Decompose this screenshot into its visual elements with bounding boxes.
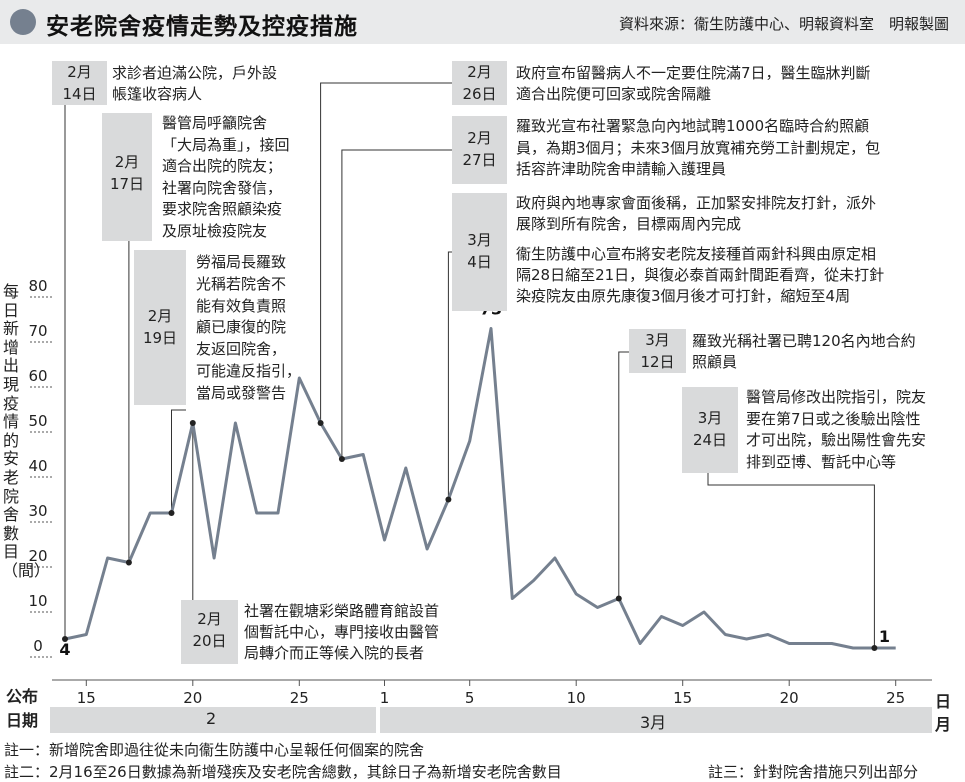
- series-line: [64, 327, 896, 650]
- month-label-mar: 3月: [640, 713, 667, 732]
- y-tick-label: 30: [28, 502, 47, 520]
- annotation-leader-line: [707, 473, 875, 648]
- annotation-date-mar24: 3月 24日: [682, 387, 738, 473]
- annotation-text-feb17: 醫管局呼籲院舍 「大局為重」，接回 適合出院的院友； 社署向院舍發信， 要求院舍…: [162, 114, 290, 240]
- annotation-marker: [62, 636, 68, 642]
- annotation-text-mar12: 羅致光稱社署已聘120名內地合約 照顧員: [692, 332, 916, 371]
- annotation-marker: [338, 456, 345, 462]
- annotation-text-mar4-b: 衞生防護中心宣布將安老院友接種首兩針科興由原定相 隔28日縮至21日，與復必泰首…: [516, 245, 885, 305]
- y-tick-label: 50: [28, 412, 47, 430]
- x-tick-label: 15: [673, 689, 692, 707]
- x-tick-label: 20: [780, 689, 799, 707]
- annotation-date-feb27: 2月 27日: [452, 116, 507, 184]
- y-tick-label: 80: [28, 277, 47, 295]
- annotation-date-mar4: 3月 4日: [452, 193, 507, 311]
- annotation-leader-line: [320, 82, 452, 423]
- annotation-marker: [871, 645, 878, 651]
- annotation-text-feb26: 政府宣布留醫病人不一定要住院滿7日，醫生臨牀判斷 適合出院便可回家或院舍隔離: [516, 64, 871, 103]
- y-tick-label: 20: [28, 547, 47, 565]
- x-right-caption-month: 月: [935, 715, 952, 734]
- data-label: 1: [879, 627, 890, 646]
- x-tick-label: 15: [77, 689, 96, 707]
- annotation-leader-line: [52, 82, 66, 639]
- x-caption-bottom: 日期: [6, 711, 39, 730]
- x-tick-label: 1: [380, 689, 390, 707]
- annotation-marker: [317, 420, 324, 426]
- annotation-date-feb14: 2月 14日: [52, 61, 107, 105]
- annotation-leader-line: [447, 251, 452, 500]
- annotation-marker: [125, 559, 132, 566]
- footnote-2: 註二：2月16至26日數據為新增殘疾及安老院舍總數，其餘日子為新增安老院舍數目: [4, 763, 562, 781]
- y-tick-label: 60: [28, 367, 47, 385]
- annotation-leader-line: [618, 351, 629, 599]
- x-tick-label: 25: [886, 689, 905, 707]
- x-tick-label: 5: [465, 689, 475, 707]
- month-bar-mar: [380, 707, 932, 733]
- annotation-marker: [189, 420, 196, 426]
- month-label-feb: 2: [206, 709, 217, 728]
- annotation-text-mar4-a: 政府與內地專家會面後稱，正加緊安排院友打針，派外 展隊到所有院舍，目標兩周內完成: [516, 194, 877, 233]
- source-credit: 資料來源：衞生防護中心、明報資料室 明報製圖: [618, 15, 949, 33]
- annotation-marker: [445, 496, 452, 503]
- x-tick-label: 25: [290, 689, 309, 707]
- y-tick-label: 0: [33, 637, 43, 655]
- header-bar: 安老院舍疫情走勢及控疫措施 資料來源：衞生防護中心、明報資料室 明報製圖: [0, 0, 965, 44]
- x-caption-top: 公布: [6, 687, 39, 706]
- footnote-3: 註三：針對院舍措施只列出部分: [708, 763, 919, 781]
- page-title: 安老院舍疫情走勢及控疫措施: [46, 13, 358, 40]
- y-tick-label: 10: [28, 592, 47, 610]
- annotation-date-mar12: 3月 12日: [629, 329, 686, 373]
- y-axis-label: 每日新增出現疫情的安老院舍數目（間）: [2, 282, 51, 580]
- y-tick-label: 70: [28, 322, 47, 340]
- annotation-date-feb19: 2月 19日: [134, 250, 186, 405]
- title-bullet-icon: [10, 9, 36, 35]
- annotation-marker: [615, 595, 622, 602]
- footnote-1: 註一：新增院舍即過往從未向衞生防護中心呈報任何個案的院舍: [4, 741, 425, 759]
- annotation-text-feb14: 求診者迫滿公院，戶外設 帳篷收容病人: [112, 64, 278, 103]
- month-bar-feb: [50, 707, 376, 733]
- data-label: 4: [59, 640, 70, 659]
- annotation-marker: [168, 510, 175, 516]
- annotation-text-feb20: 社署在觀塘彩榮路體育館設首 個暫託中心，專門接收由醫管 局轉介而正等候入院的長者: [244, 602, 440, 662]
- annotation-leader-line: [171, 409, 186, 513]
- y-tick-label: 40: [28, 457, 47, 475]
- annotation-text-feb19: 勞福局長羅致 光稱若院舍不 能有效負責照 顧已康復的院 友返回院舍， 可能違反指…: [196, 253, 302, 402]
- x-tick-label: 20: [183, 689, 202, 707]
- annotation-date-feb17: 2月 17日: [102, 113, 152, 241]
- x-right-caption-day: 日: [935, 692, 952, 711]
- annotation-leader-line: [341, 149, 452, 459]
- annotation-text-mar24: 醫管局修改出院指引，院友 要在第7日或之後驗出陰性 才可出院，驗出陽性會先安 排…: [746, 388, 927, 471]
- x-tick-label: 10: [567, 689, 586, 707]
- annotation-date-feb20: 2月 20日: [181, 600, 238, 664]
- annotation-date-feb26: 2月 26日: [452, 61, 507, 105]
- annotation-text-feb27: 羅致光宣布社署緊急向內地試聘1000名臨時合約照顧 員，為期3個月；未來3個月放…: [516, 117, 881, 178]
